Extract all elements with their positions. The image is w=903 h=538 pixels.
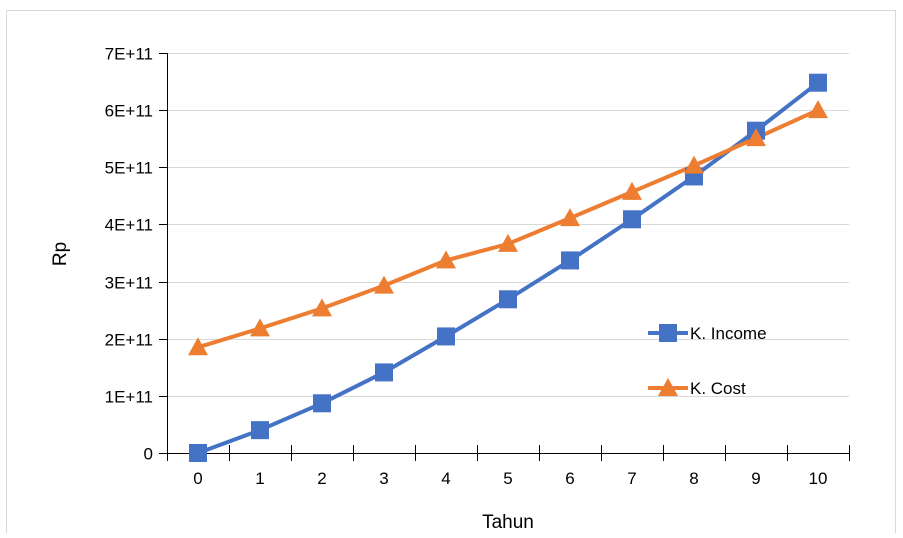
y-tick-label: 7E+11	[105, 45, 153, 64]
axes: 0 1E+11 2E+11 3E+11 4E+11 5E+11 6E+11 7E+11 0 1 2 3…	[105, 45, 850, 488]
data-point-income	[623, 210, 641, 229]
chart-border	[6, 10, 896, 538]
x-tick-label: 10	[809, 469, 828, 488]
data-point-cost	[746, 128, 766, 147]
x-tick-label: 0	[193, 469, 202, 488]
y-tick-label: 1E+11	[105, 388, 153, 407]
y-tick-label: 5E+11	[105, 159, 153, 178]
y-axis-title: Rp	[50, 242, 71, 266]
x-tick-label: 2	[317, 469, 326, 488]
x-tick-label: 6	[565, 469, 574, 488]
data-point-income	[561, 251, 579, 270]
legend-label: K. Cost	[690, 379, 746, 398]
legend-label: K. Income	[690, 324, 767, 343]
x-tick-label: 3	[379, 469, 388, 488]
y-tick-label: 3E+11	[105, 274, 153, 293]
x-axis-title: Tahun	[482, 512, 534, 533]
data-point-cost	[498, 233, 518, 252]
data-point-cost	[250, 318, 270, 337]
y-tick-label: 2E+11	[105, 331, 153, 350]
y-tick-label: 4E+11	[105, 216, 153, 235]
gridlines	[167, 53, 849, 397]
data-point-cost	[312, 298, 332, 317]
legend-marker-square	[659, 324, 677, 342]
data-point-cost	[188, 337, 208, 356]
x-tick-label: 1	[255, 469, 264, 488]
y-tick-label: 0	[144, 445, 153, 464]
data-point-income	[499, 290, 517, 309]
data-point-cost	[808, 100, 828, 119]
legend: K. Income K. Cost	[648, 324, 767, 398]
data-point-cost	[684, 155, 704, 174]
x-tick-label: 7	[627, 469, 636, 488]
x-tick-label: 9	[751, 469, 760, 488]
x-tick-label: 8	[689, 469, 698, 488]
data-point-income	[189, 444, 207, 462]
data-point-income	[313, 394, 331, 413]
data-point-income	[251, 421, 269, 440]
x-tick-label: 4	[441, 469, 450, 488]
data-point-cost	[374, 275, 394, 294]
x-tick-label: 5	[503, 469, 512, 488]
data-point-income	[375, 363, 393, 382]
data-point-income	[809, 73, 827, 92]
data-point-income	[437, 327, 455, 346]
data-point-cost	[436, 250, 456, 269]
series-group	[188, 73, 828, 462]
data-point-cost	[622, 181, 642, 200]
legend-marker-triangle	[658, 378, 678, 396]
y-tick-label: 6E+11	[105, 102, 153, 121]
data-point-cost	[560, 208, 580, 227]
